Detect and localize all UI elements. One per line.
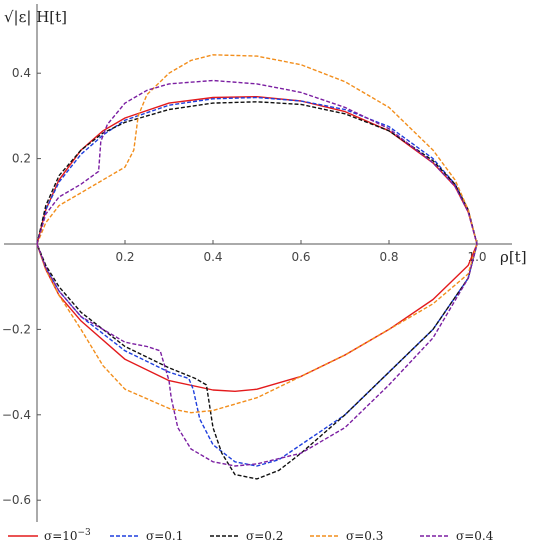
- series: [36, 54, 478, 480]
- series-line-2: [36, 101, 478, 480]
- axes: √|ε| H[t] ρ[t]: [4, 4, 527, 522]
- ticks: 0.2 0.4 0.6 0.8 1.0−0.6−0.4−0.20.20.4: [2, 66, 487, 507]
- legend-label-3: σ=0.3: [346, 529, 383, 543]
- legend: σ=10−3 σ=0.1 σ=0.2 σ=0.3 σ=0.4: [8, 528, 494, 543]
- legend-label-2: σ=0.2: [246, 529, 283, 543]
- x-axis-title: ρ[t]: [500, 248, 527, 266]
- x-tick-label: 0.8: [379, 250, 398, 264]
- x-tick-label: 0.6: [291, 250, 310, 264]
- x-tick-label: 0.4: [203, 250, 222, 264]
- y-tick-label: −0.6: [2, 493, 31, 507]
- series-line-3: [36, 54, 478, 414]
- y-axis-title: √|ε| H[t]: [4, 8, 67, 26]
- legend-label-4: σ=0.4: [456, 529, 494, 543]
- series-line-4: [36, 79, 478, 467]
- x-tick-label: 0.2: [115, 250, 134, 264]
- y-tick-label: −0.2: [2, 322, 31, 336]
- y-tick-label: −0.4: [2, 408, 31, 422]
- legend-label-0: σ=10−3: [44, 528, 91, 543]
- y-tick-label: 0.4: [12, 66, 31, 80]
- series-line-1: [36, 96, 478, 467]
- legend-label-1: σ=0.1: [146, 529, 183, 543]
- y-tick-label: 0.2: [12, 152, 31, 166]
